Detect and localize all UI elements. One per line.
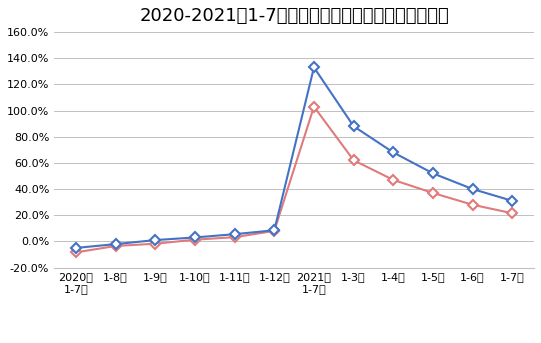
商品房销售额（%）: [470, 187, 476, 191]
商品房销售面积（%）: [192, 238, 198, 242]
商品房销售额（%）: [509, 199, 516, 203]
Line: 商品房销售额（%）: 商品房销售额（%）: [72, 64, 516, 251]
商品房销售额（%）: [311, 65, 317, 69]
商品房销售额（%）: [390, 150, 397, 154]
Line: 商品房销售面积（%）: 商品房销售面积（%）: [72, 103, 516, 256]
商品房销售额（%）: [351, 124, 357, 128]
商品房销售面积（%）: [430, 191, 436, 195]
商品房销售额（%）: [72, 246, 79, 250]
商品房销售面积（%）: [311, 105, 317, 109]
商品房销售面积（%）: [113, 244, 119, 248]
商品房销售额（%）: [430, 171, 436, 175]
商品房销售额（%）: [232, 232, 238, 236]
商品房销售额（%）: [113, 242, 119, 246]
Title: 2020-2021年1-7月全国商品房销售面积及销售额增速: 2020-2021年1-7月全国商品房销售面积及销售额增速: [139, 7, 449, 25]
商品房销售面积（%）: [470, 203, 476, 207]
商品房销售面积（%）: [152, 242, 159, 246]
商品房销售面积（%）: [72, 250, 79, 255]
商品房销售面积（%）: [271, 229, 278, 233]
商品房销售额（%）: [271, 228, 278, 232]
商品房销售面积（%）: [390, 178, 397, 182]
商品房销售额（%）: [152, 238, 159, 242]
商品房销售面积（%）: [509, 211, 516, 215]
商品房销售面积（%）: [232, 235, 238, 239]
商品房销售面积（%）: [351, 158, 357, 162]
商品房销售额（%）: [192, 235, 198, 239]
